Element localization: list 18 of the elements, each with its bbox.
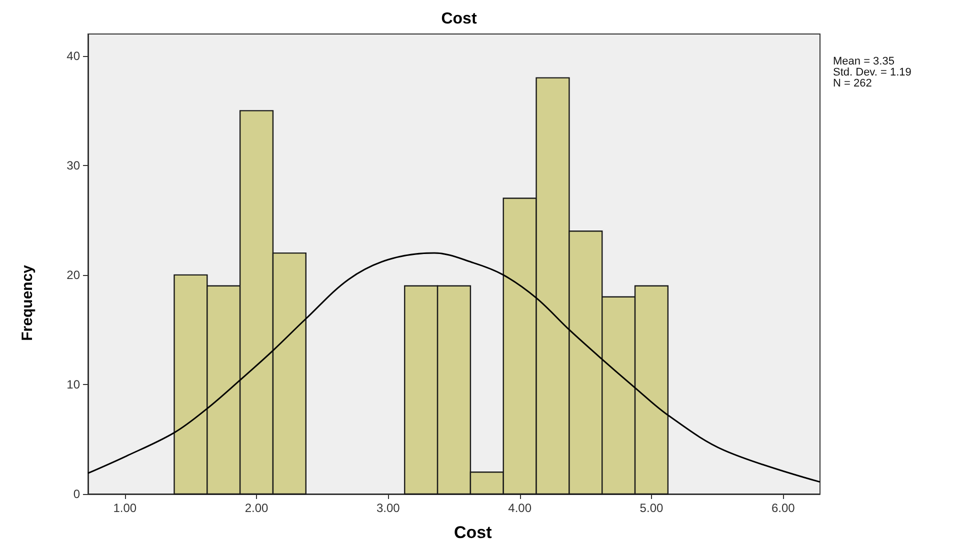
text: Std. Dev. = 1.19	[833, 66, 912, 78]
text: Mean = 3.35	[833, 56, 894, 68]
x-tick-label: 6.00	[771, 501, 796, 515]
text: N = 262	[833, 78, 872, 90]
y-axis-title: Frequency	[19, 264, 36, 341]
x-tick-label: 2.00	[244, 501, 269, 515]
line-series	[87, 252, 821, 483]
y-tick-label: 20	[66, 268, 80, 282]
x-tick-label: 3.00	[376, 501, 400, 515]
y-tick-label: 40	[66, 48, 80, 63]
y-tick-label: 10	[66, 377, 80, 392]
y-tick-label: 30	[66, 158, 80, 172]
x-tick-label: 5.00	[640, 501, 664, 515]
x-tick-label: 1.00	[113, 501, 137, 515]
chart-title: Cost	[441, 10, 478, 28]
x-tick-label: 4.00	[508, 501, 532, 515]
x-axis-title: Cost	[454, 523, 492, 542]
y-tick-label: 0	[73, 487, 80, 501]
